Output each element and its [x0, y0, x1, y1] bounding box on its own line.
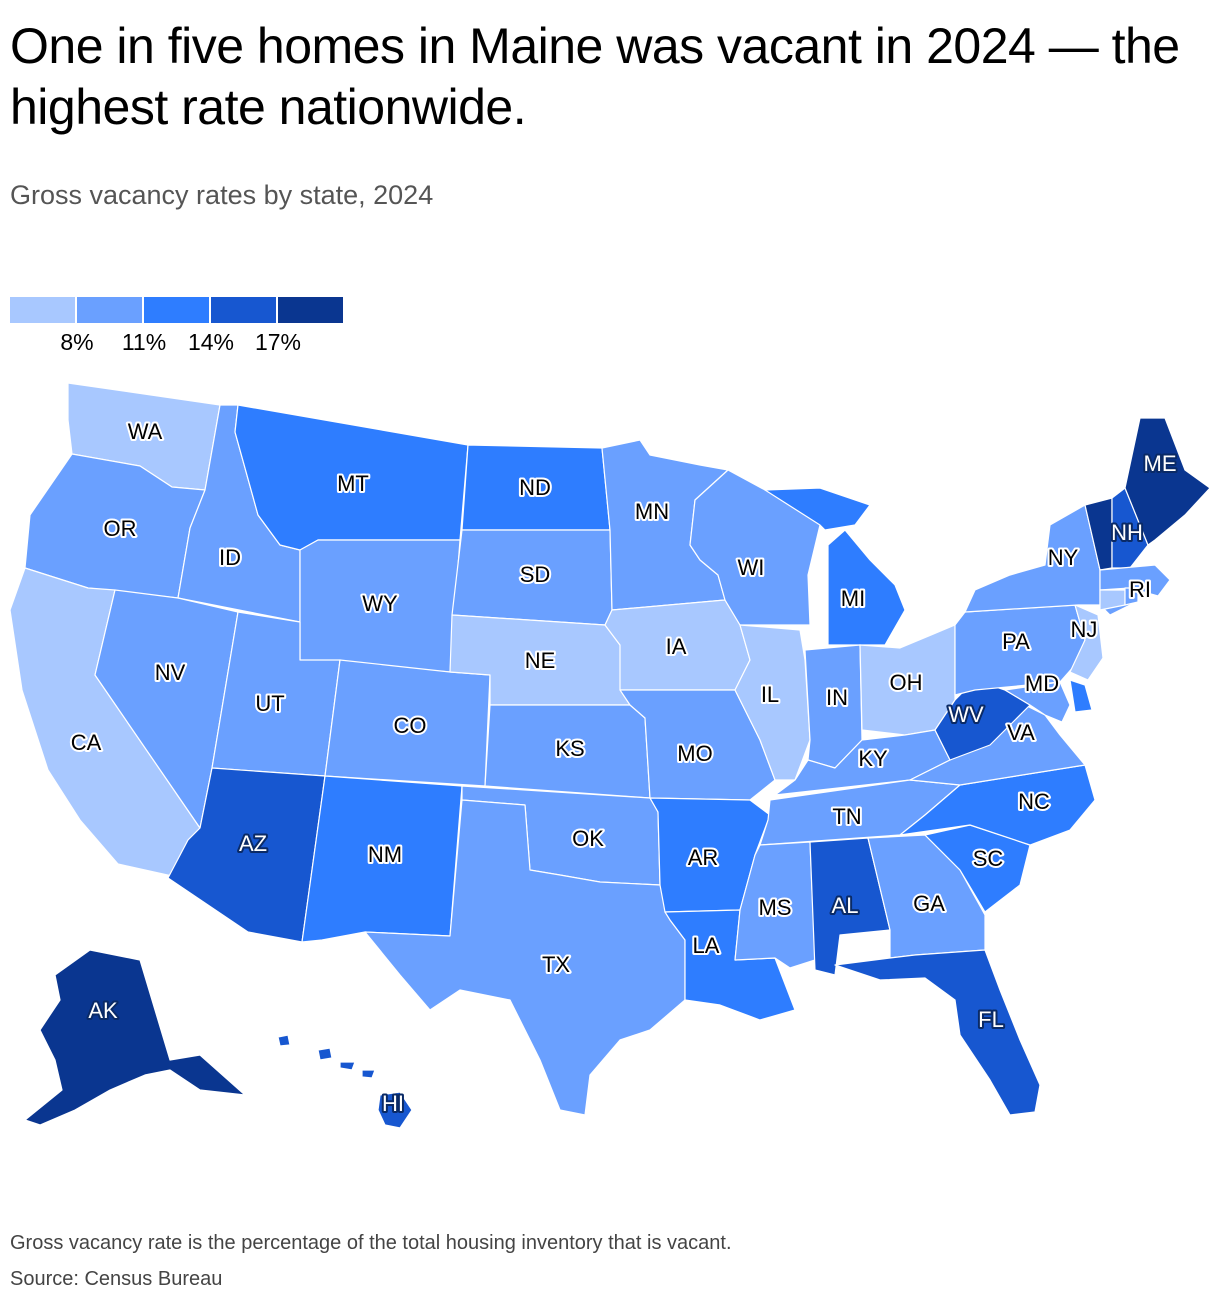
- label-mi: MI: [841, 586, 865, 611]
- label-ok: OK: [572, 826, 604, 851]
- label-md: MD: [1025, 671, 1059, 696]
- label-co: CO: [394, 713, 427, 738]
- label-ak: AK: [88, 998, 118, 1023]
- label-sd: SD: [520, 562, 551, 587]
- state-hi[interactable]: [277, 1034, 413, 1129]
- label-wy: WY: [362, 591, 398, 616]
- label-tn: TN: [832, 804, 861, 829]
- label-me: ME: [1144, 451, 1177, 476]
- state-nh[interactable]: [1111, 487, 1149, 569]
- legend-swatch-5: [278, 297, 343, 323]
- state-ky[interactable]: [774, 729, 951, 796]
- color-legend: 8% 11% 14% 17%: [10, 297, 345, 355]
- legend-swatch-3: [144, 297, 209, 323]
- legend-bar: [10, 297, 345, 323]
- state-nc[interactable]: [899, 764, 1096, 846]
- label-ga: GA: [913, 891, 945, 916]
- state-tx[interactable]: [364, 799, 686, 1116]
- state-me[interactable]: [1124, 417, 1211, 546]
- us-choropleth-map: WA OR CA ID NV MT WY UT AZ CO NM ND SD N…: [9, 382, 1211, 1129]
- state-shapes: [9, 382, 1211, 1129]
- legend-tick-11: 11%: [121, 329, 167, 355]
- label-al: AL: [832, 893, 859, 918]
- label-id: ID: [219, 545, 241, 570]
- legend-ticks: 8% 11% 14% 17%: [10, 323, 345, 355]
- legend-swatch-4: [211, 297, 276, 323]
- label-oh: OH: [890, 670, 923, 695]
- label-ca: CA: [71, 730, 102, 755]
- label-la: LA: [693, 933, 720, 958]
- label-mn: MN: [635, 499, 669, 524]
- label-nh: NH: [1111, 520, 1143, 545]
- label-pa: PA: [1002, 629, 1030, 654]
- label-hi: HI: [382, 1091, 404, 1116]
- footnote: Gross vacancy rate is the percentage of …: [10, 1232, 732, 1254]
- label-wa: WA: [128, 419, 163, 444]
- label-in: IN: [826, 685, 848, 710]
- label-or: OR: [104, 516, 137, 541]
- legend-swatch-1: [10, 297, 75, 323]
- label-mt: MT: [337, 471, 369, 496]
- label-ri: RI: [1129, 577, 1151, 602]
- label-va: VA: [1007, 720, 1035, 745]
- state-co[interactable]: [324, 659, 491, 787]
- state-mi[interactable]: [764, 487, 906, 646]
- state-fl[interactable]: [834, 949, 1041, 1116]
- label-az: AZ: [239, 831, 267, 856]
- legend-tick-17: 17%: [254, 329, 302, 355]
- label-nj: NJ: [1071, 617, 1098, 642]
- legend-tick-8: 8%: [60, 329, 94, 355]
- label-ar: AR: [688, 845, 719, 870]
- state-ak[interactable]: [24, 949, 246, 1126]
- label-nv: NV: [155, 660, 186, 685]
- label-nd: ND: [519, 475, 551, 500]
- label-il: IL: [761, 682, 779, 707]
- label-ky: KY: [858, 746, 888, 771]
- source-line: Source: Census Bureau: [10, 1268, 223, 1290]
- label-wv: WV: [948, 702, 984, 727]
- legend-swatch-2: [77, 297, 142, 323]
- label-wi: WI: [738, 555, 765, 580]
- state-de[interactable]: [1069, 679, 1093, 713]
- label-ks: KS: [555, 736, 584, 761]
- label-nm: NM: [368, 842, 402, 867]
- label-ut: UT: [255, 691, 284, 716]
- label-ny: NY: [1048, 545, 1079, 570]
- label-mo: MO: [677, 741, 712, 766]
- label-tx: TX: [542, 952, 570, 977]
- state-ri[interactable]: [1124, 587, 1139, 606]
- label-ne: NE: [525, 648, 556, 673]
- state-nj[interactable]: [1069, 604, 1104, 681]
- label-ms: MS: [759, 895, 792, 920]
- label-fl: FL: [978, 1007, 1004, 1032]
- label-nc: NC: [1018, 789, 1050, 814]
- state-il[interactable]: [734, 624, 811, 781]
- legend-tick-14: 14%: [187, 329, 235, 355]
- label-ia: IA: [666, 634, 687, 659]
- state-labels: WA OR CA ID NV MT WY UT AZ CO NM ND SD N…: [69, 417, 1179, 1118]
- chart-title: One in five homes in Maine was vacant in…: [10, 18, 1180, 135]
- label-sc: SC: [973, 846, 1004, 871]
- chart-subtitle: Gross vacancy rates by state, 2024: [10, 180, 434, 210]
